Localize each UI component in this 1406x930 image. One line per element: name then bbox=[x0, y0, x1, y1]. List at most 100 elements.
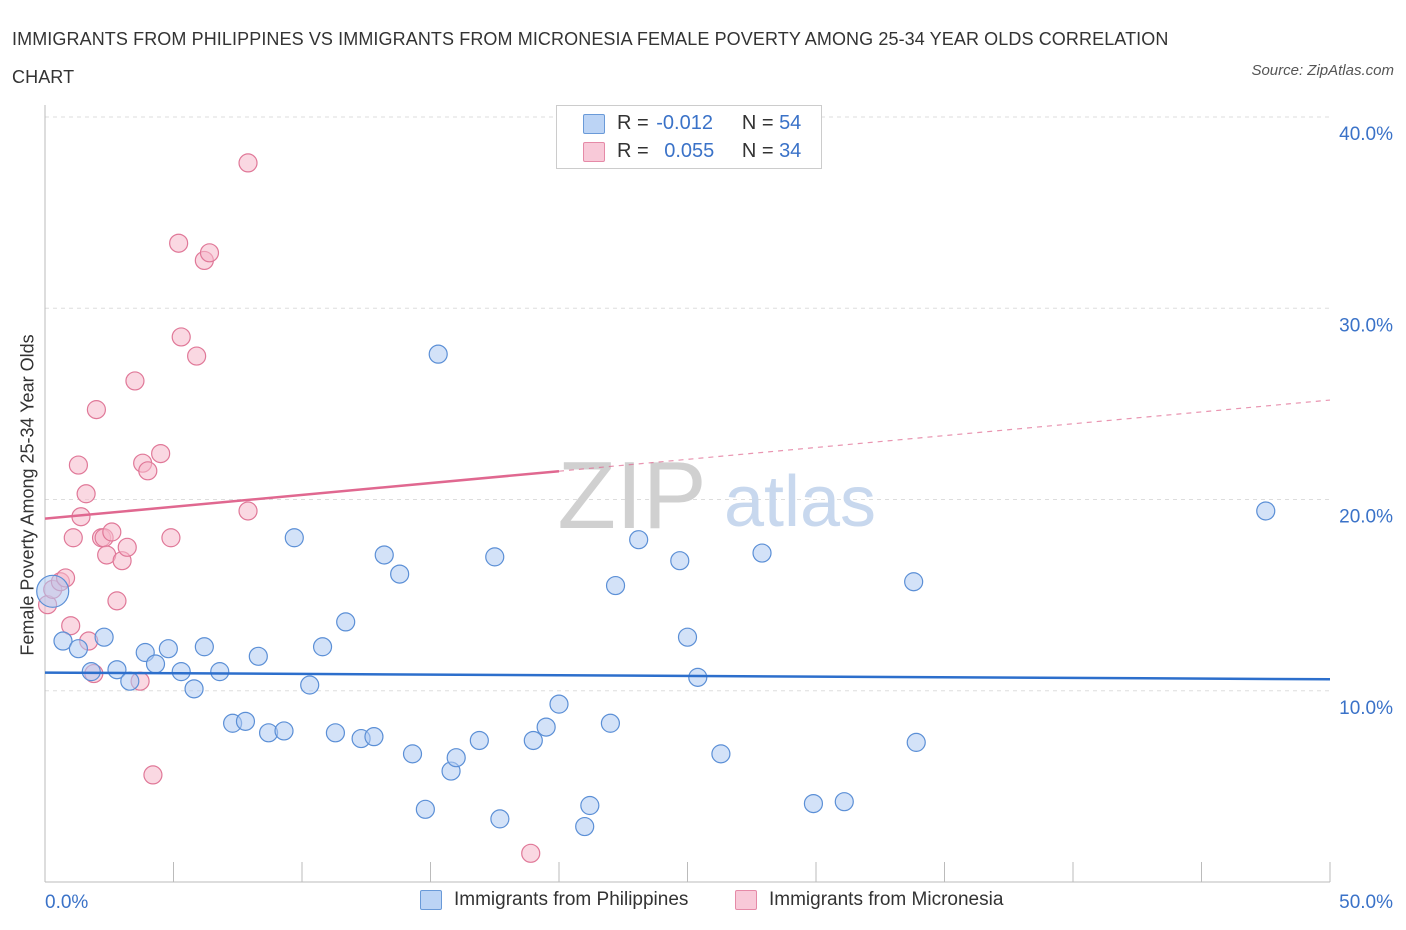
legend-r-label: R = bbox=[617, 112, 649, 134]
legend-row-philippines: R = -0.012 N = 54 bbox=[583, 112, 801, 136]
scatter-point bbox=[312, 637, 333, 657]
scatter-point bbox=[834, 792, 854, 812]
scatter-point bbox=[210, 662, 230, 682]
tick-labels: 10.0% 20.0% 30.0% 40.0% 0.0% 50.0% bbox=[45, 124, 1393, 913]
watermark: ZIP atlas bbox=[557, 442, 876, 549]
y-tick-label: 10.0% bbox=[1339, 698, 1393, 719]
trend-line-micronesia bbox=[44, 469, 560, 520]
scatter-point bbox=[523, 730, 543, 751]
scatter-point bbox=[145, 654, 166, 674]
legend-swatch-blue bbox=[583, 113, 605, 134]
scatter-point bbox=[580, 795, 600, 816]
legend-swatch-pink bbox=[735, 889, 757, 910]
scatter-point bbox=[446, 748, 466, 768]
scatter-point bbox=[161, 528, 181, 548]
legend-r-value: 0.055 bbox=[664, 140, 715, 162]
scatter-point bbox=[336, 612, 356, 632]
scatter-point bbox=[325, 723, 346, 743]
scatter-point bbox=[248, 646, 268, 666]
scatter-point bbox=[171, 327, 191, 347]
trend-line-micronesia-extrapolated bbox=[558, 399, 1331, 472]
scatter-point bbox=[490, 809, 510, 829]
legend-n-label: N = bbox=[741, 140, 774, 162]
scatter-point bbox=[485, 547, 505, 567]
scatter-point bbox=[143, 765, 163, 785]
scatter-point bbox=[521, 843, 541, 863]
scatter-point bbox=[752, 543, 772, 563]
scatter-point bbox=[61, 616, 81, 636]
legend-label-philippines: Immigrants from Philippines bbox=[454, 889, 689, 910]
legend-n-value: 54 bbox=[779, 112, 802, 134]
scatter-point bbox=[199, 243, 220, 263]
legend-r-label: R = bbox=[617, 140, 649, 162]
scatter-point bbox=[68, 455, 89, 475]
scatter-point bbox=[238, 153, 258, 173]
scatter-point bbox=[428, 344, 448, 364]
scatter-point bbox=[107, 591, 127, 611]
y-tick-label: 40.0% bbox=[1339, 124, 1393, 145]
legend-n-value: 34 bbox=[779, 140, 802, 162]
scatter-point bbox=[677, 627, 698, 647]
scatter-point bbox=[364, 727, 384, 747]
trend-lines bbox=[44, 399, 1331, 681]
scatter-point bbox=[171, 662, 191, 682]
series-philippines-points bbox=[36, 344, 1276, 837]
scatter-point bbox=[235, 711, 256, 731]
legend-item-philippines: Immigrants from Philippines bbox=[420, 889, 688, 911]
scatter-point bbox=[76, 484, 96, 504]
chart-title: IMMIGRANTS FROM PHILIPPINES VS IMMIGRANT… bbox=[12, 29, 1169, 87]
scatter-point bbox=[390, 564, 410, 584]
y-tick-label: 30.0% bbox=[1339, 315, 1393, 336]
scatter-point bbox=[415, 799, 435, 819]
scatter-point bbox=[536, 717, 556, 737]
scatter-point bbox=[605, 575, 626, 596]
scatter-point bbox=[36, 574, 70, 608]
legend-n-label: N = bbox=[741, 112, 774, 134]
scatter-point bbox=[629, 530, 649, 550]
scatter-point bbox=[575, 816, 595, 837]
scatter-point bbox=[184, 679, 204, 699]
scatter-point bbox=[138, 461, 158, 481]
scatter-point bbox=[688, 667, 708, 687]
scatter-point bbox=[549, 694, 569, 714]
scatter-point bbox=[904, 572, 924, 592]
scatter-point bbox=[53, 631, 73, 651]
scatter-point bbox=[187, 346, 207, 366]
scatter-point bbox=[94, 627, 114, 647]
scatter-point bbox=[284, 528, 304, 548]
scatter-point bbox=[63, 528, 83, 548]
trend-line-philippines bbox=[44, 671, 1331, 681]
legend-label-micronesia: Immigrants from Micronesia bbox=[769, 889, 1004, 910]
x-tick-label: 0.0% bbox=[45, 892, 88, 913]
legend-swatch-pink bbox=[583, 141, 605, 162]
scatter-point bbox=[1256, 501, 1276, 521]
stats-legend: R = -0.012 N = 54 R = 0.055 N = 34 bbox=[556, 105, 822, 169]
scatter-point bbox=[86, 400, 107, 420]
scatter-point bbox=[711, 744, 731, 764]
scatter-point bbox=[125, 371, 145, 391]
x-tick-label: 50.0% bbox=[1339, 892, 1393, 913]
scatter-point bbox=[670, 551, 690, 571]
legend-row-micronesia: R = 0.055 N = 34 bbox=[583, 140, 801, 164]
scatter-point bbox=[194, 637, 214, 657]
scatter-point bbox=[469, 730, 489, 751]
scatter-point bbox=[151, 444, 171, 464]
scatter-point bbox=[102, 522, 122, 542]
axes bbox=[44, 105, 1331, 883]
y-tick-label: 20.0% bbox=[1339, 507, 1393, 528]
gridlines bbox=[45, 116, 1330, 692]
scatter-point bbox=[803, 793, 824, 814]
scatter-point bbox=[402, 744, 423, 764]
chart-source: Source: ZipAtlas.com bbox=[1251, 62, 1394, 79]
scatter-point bbox=[169, 233, 189, 253]
scatter-point bbox=[158, 639, 178, 659]
scatter-point bbox=[117, 537, 137, 557]
legend-swatch-blue bbox=[420, 889, 442, 910]
legend-r-value: -0.012 bbox=[656, 112, 713, 134]
scatter-point bbox=[120, 671, 140, 691]
scatter-point bbox=[238, 501, 258, 521]
scatter-point bbox=[68, 639, 89, 659]
scatter-point bbox=[274, 721, 294, 741]
scatter-point bbox=[374, 545, 394, 565]
